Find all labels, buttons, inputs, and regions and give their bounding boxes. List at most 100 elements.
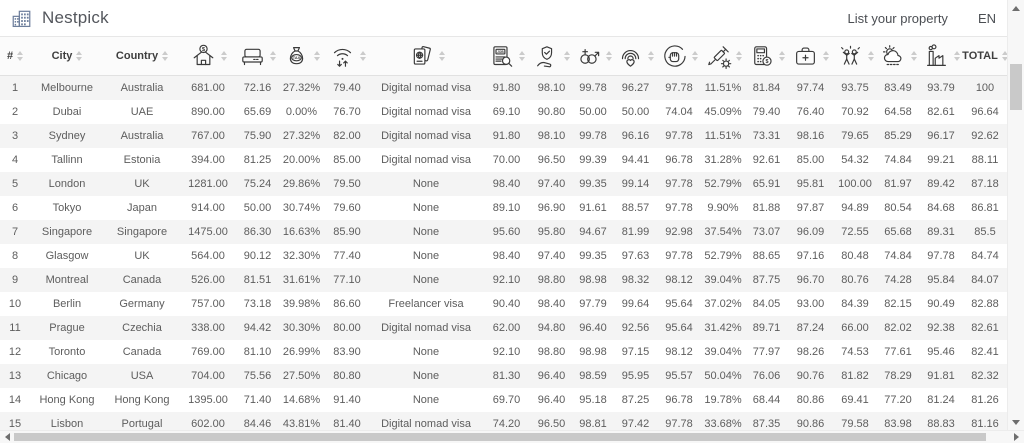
- cell-job_opportunities: 90.40: [492, 298, 521, 310]
- table-row: 6 Tokyo Japan 914.00 50.00 30.74% 79.60 None 89.…: [0, 196, 1007, 220]
- cell-rent_cost: 602.00: [191, 418, 225, 430]
- scroll-right-arrow-icon[interactable]: [1009, 431, 1023, 443]
- cell-job_opportunities: 98.40: [492, 178, 521, 190]
- table-row: 4 Tallinn Estonia 394.00 81.25 20.00% 85.00 Dig…: [0, 148, 1007, 172]
- column-header-vaccination_rate[interactable]: [701, 37, 745, 76]
- cell-rent_cost: 704.00: [191, 370, 225, 382]
- cell-city: Prague: [49, 322, 85, 334]
- table-row: 12 Toronto Canada 769.00 81.10 26.99% 83.90 Non…: [0, 340, 1007, 364]
- column-header-total[interactable]: TOTAL: [962, 37, 1008, 76]
- cell-total: 96.64: [971, 106, 999, 118]
- vertical-scrollbar[interactable]: [1007, 0, 1024, 430]
- cell-affordability: 73.31: [752, 130, 781, 142]
- raised-fist-icon: [661, 43, 688, 70]
- cell-climate: 74.28: [884, 274, 912, 286]
- cell-rank: 15: [8, 418, 22, 430]
- cell-country: UK: [134, 178, 150, 190]
- column-header-job_opportunities[interactable]: [482, 37, 531, 76]
- column-header-rent_cost[interactable]: [180, 37, 236, 76]
- cell-gender_equality: 91.61: [579, 202, 607, 214]
- cell-housing: 75.56: [243, 370, 272, 382]
- column-header-leisure_nightlife[interactable]: [833, 37, 877, 76]
- column-header-safety[interactable]: [531, 37, 572, 76]
- column-header-housing[interactable]: [236, 37, 279, 76]
- cell-vaccination_rate: 39.04%: [704, 274, 742, 286]
- cell-visa: None: [412, 274, 440, 286]
- cell-vaccination_rate: 52.79%: [704, 250, 742, 262]
- nestpick-brand[interactable]: Nestpick: [10, 7, 109, 30]
- cell-vaccination_rate: 39.04%: [704, 346, 742, 358]
- column-header-civil_rights[interactable]: [657, 37, 701, 76]
- column-header-country[interactable]: Country: [104, 37, 180, 76]
- column-header-internet_speed[interactable]: [324, 37, 370, 76]
- cell-healthcare: 87.24: [796, 322, 825, 334]
- cell-housing: 81.25: [243, 154, 272, 166]
- cell-visa: Digital nomad visa: [381, 130, 471, 142]
- cell-total: 84.74: [971, 250, 999, 262]
- cell-leisure_nightlife: 70.92: [841, 106, 869, 118]
- column-header-affordability[interactable]: [745, 37, 788, 76]
- cell-lgbt_friendliness: 97.42: [621, 418, 650, 430]
- cell-housing: 72.16: [243, 82, 272, 94]
- cell-rent_cost: 564.00: [191, 250, 225, 262]
- horizontal-scrollbar-thumb[interactable]: [14, 433, 986, 441]
- cell-rank: 4: [11, 154, 19, 166]
- cell-housing: 94.42: [243, 322, 272, 334]
- column-header-gender_equality[interactable]: [572, 37, 614, 76]
- cell-job_opportunities: 92.10: [492, 274, 521, 286]
- cell-rank: 1: [11, 82, 19, 94]
- column-header-lgbt_friendliness[interactable]: [614, 37, 657, 76]
- cell-rent_cost: 394.00: [191, 154, 225, 166]
- column-header-tax[interactable]: [279, 37, 324, 76]
- cell-pollution: 88.83: [927, 418, 955, 430]
- cell-vaccination_rate: 31.42%: [704, 322, 742, 334]
- column-header-label: #: [6, 50, 14, 62]
- cell-affordability: 77.97: [752, 346, 781, 358]
- cell-visa: Digital nomad visa: [381, 322, 471, 334]
- cell-rank: 6: [11, 202, 19, 214]
- cell-housing: 75.90: [243, 130, 272, 142]
- scroll-left-arrow-icon[interactable]: [0, 431, 14, 443]
- cell-leisure_nightlife: 84.39: [841, 298, 869, 310]
- cell-affordability: 76.06: [752, 370, 781, 382]
- cell-safety: 98.10: [537, 130, 566, 142]
- cell-leisure_nightlife: 81.82: [841, 370, 869, 382]
- cell-tax: 20.00%: [282, 154, 321, 166]
- cell-visa: Digital nomad visa: [381, 82, 471, 94]
- brand-name: Nestpick: [42, 8, 109, 27]
- list-your-property-link[interactable]: List your property: [847, 10, 948, 26]
- cell-healthcare: 96.09: [796, 226, 825, 238]
- cell-visa: Digital nomad visa: [381, 106, 471, 118]
- sort-arrows-icon: [605, 51, 612, 61]
- cell-civil_rights: 92.98: [665, 226, 693, 238]
- cell-housing: 81.10: [243, 346, 272, 358]
- cell-job_opportunities: 81.30: [492, 370, 521, 382]
- cell-healthcare: 90.76: [796, 370, 825, 382]
- cell-gender_equality: 50.00: [579, 106, 607, 118]
- cell-healthcare: 96.70: [796, 274, 825, 286]
- sort-arrows-icon: [359, 51, 366, 61]
- vertical-scrollbar-thumb[interactable]: [1010, 64, 1022, 110]
- column-header-pollution[interactable]: [919, 37, 963, 76]
- cell-healthcare: 98.26: [796, 346, 825, 358]
- sort-arrows-icon: [220, 51, 227, 61]
- column-header-healthcare[interactable]: [788, 37, 833, 76]
- horizontal-scrollbar[interactable]: [0, 430, 1024, 443]
- scroll-up-arrow-icon[interactable]: [1008, 1, 1024, 15]
- cell-gender_equality: 99.35: [579, 250, 607, 262]
- cell-safety: 96.40: [537, 394, 566, 406]
- cell-internet_speed: 80.00: [333, 322, 361, 334]
- column-header-rank[interactable]: #: [0, 37, 30, 76]
- scroll-down-arrow-icon[interactable]: [1008, 415, 1024, 429]
- table-row: 10 Berlin Germany 757.00 73.18 39.98% 86.60 Fre…: [0, 292, 1007, 316]
- cell-climate: 77.20: [884, 394, 912, 406]
- column-header-city[interactable]: City: [30, 37, 104, 76]
- cell-healthcare: 90.86: [796, 418, 825, 430]
- language-selector[interactable]: EN: [977, 10, 996, 26]
- cell-tax: 29.86%: [282, 178, 321, 190]
- column-header-visa[interactable]: [370, 37, 482, 76]
- cell-city: Melbourne: [41, 82, 93, 94]
- column-header-climate[interactable]: [877, 37, 919, 76]
- cell-climate: 74.84: [884, 154, 912, 166]
- cell-internet_speed: 80.80: [333, 370, 361, 382]
